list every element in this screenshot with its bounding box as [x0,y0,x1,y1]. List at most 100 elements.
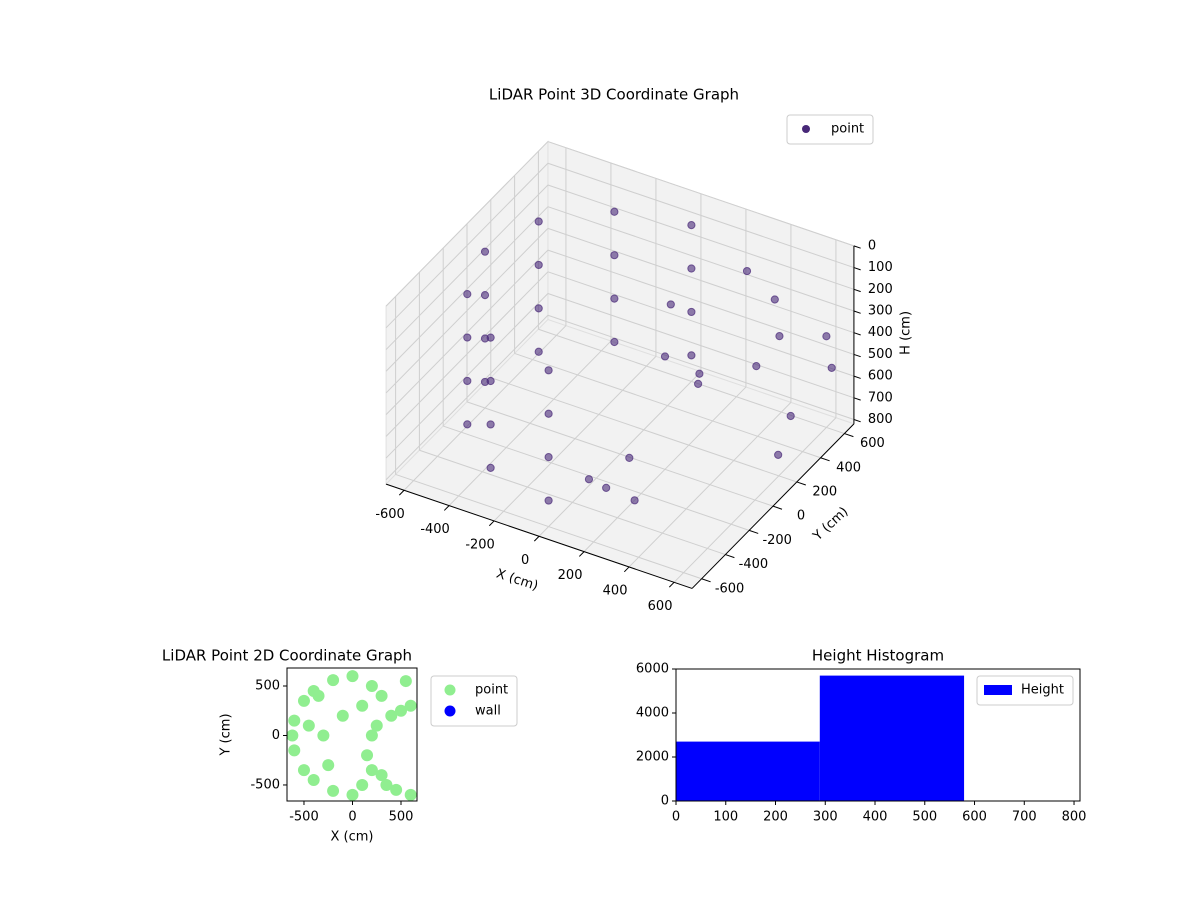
point [486,463,495,472]
point [288,744,301,757]
x-tick-label: 800 [1062,810,1087,825]
point [544,453,553,462]
point [610,207,619,216]
point [775,332,784,341]
grid-line [466,401,774,507]
legend-box [976,675,1074,706]
point [610,337,619,347]
point [480,247,490,256]
point [544,409,553,418]
bar [676,741,820,801]
x-tick-label: 100 [713,810,738,825]
legend-marker [444,684,456,696]
x-axis-label: X (cm) [494,567,540,595]
legend-box [786,114,874,145]
x-tick-label: -200 [465,537,495,552]
grid-line [547,206,855,312]
point [394,704,407,717]
x-tick-label: 500 [389,810,414,825]
point [687,221,696,230]
grid-line [547,271,855,377]
point [625,453,634,462]
z-axis-label: H (cm) [898,311,913,355]
x-tick-label: 400 [603,583,628,598]
grid-line [443,425,750,531]
y-axis-line [691,423,855,589]
point [463,290,472,299]
x-axis-label: X (cm) [331,830,374,845]
tick-mark [796,481,806,486]
x-tick-label: -400 [420,522,450,537]
point [361,749,374,762]
point [584,475,594,484]
grid-line [385,249,549,416]
tick-mark [853,267,861,271]
legend-label: Height [1021,683,1064,698]
point [346,788,359,801]
grid-line [490,377,797,483]
y-tick-label: 200 [812,484,837,499]
x-tick-label: 600 [962,810,987,825]
tick-mark [853,310,861,314]
point [666,300,675,309]
legend-marker [802,125,810,133]
grid-line [419,449,726,556]
tick-mark [772,505,783,510]
z-tick-label: 100 [868,260,893,275]
z-tick-label: 0 [868,238,876,253]
tick-mark [853,397,861,401]
point [288,714,301,727]
grid-line [385,228,549,394]
grid-line [385,141,549,307]
point [375,769,388,782]
point [534,260,543,270]
plot-area [287,670,417,801]
y-tick-label: 2000 [636,750,669,765]
z-tick-label: 700 [868,390,893,405]
grid-line [385,314,549,481]
point [317,729,330,742]
point [404,699,417,712]
grid-line [385,271,549,437]
point [399,675,412,688]
x-tick-label: -500 [289,810,319,825]
tick-mark [853,375,861,379]
grid-line [385,162,549,329]
y-axis-label: Y (cm) [810,504,852,544]
grid-line [547,162,855,269]
y-tick-label: 500 [255,679,280,694]
chart-title: LiDAR Point 3D Coordinate Graph [489,86,739,104]
z-tick-label: 800 [868,412,893,427]
tick-mark [701,578,711,583]
point [752,362,761,371]
point [770,295,779,304]
axes-frame [286,667,418,802]
z-tick-label: 300 [868,303,893,318]
point [827,363,836,372]
point [687,351,696,360]
point [463,420,472,429]
point [660,352,670,361]
x-tick-label: -600 [375,507,405,522]
point [404,788,417,801]
tick-mark [820,457,830,462]
point [356,778,369,791]
point [365,729,378,742]
z-tick-label: 400 [868,325,893,340]
y-axis-label: Y (cm) [219,713,234,756]
point [297,694,310,707]
tick-mark [844,433,854,438]
x-tick-label: 700 [1012,810,1037,825]
point [544,496,553,505]
y-tick-label: -600 [715,581,745,596]
point [375,689,388,702]
legend-label: point [475,683,508,698]
tick-mark [488,520,495,527]
legend-label: point [831,122,864,137]
point [336,709,349,722]
y-tick-label: 400 [836,460,861,475]
x-axis-line [385,483,693,589]
point [695,369,704,378]
point [390,783,403,796]
